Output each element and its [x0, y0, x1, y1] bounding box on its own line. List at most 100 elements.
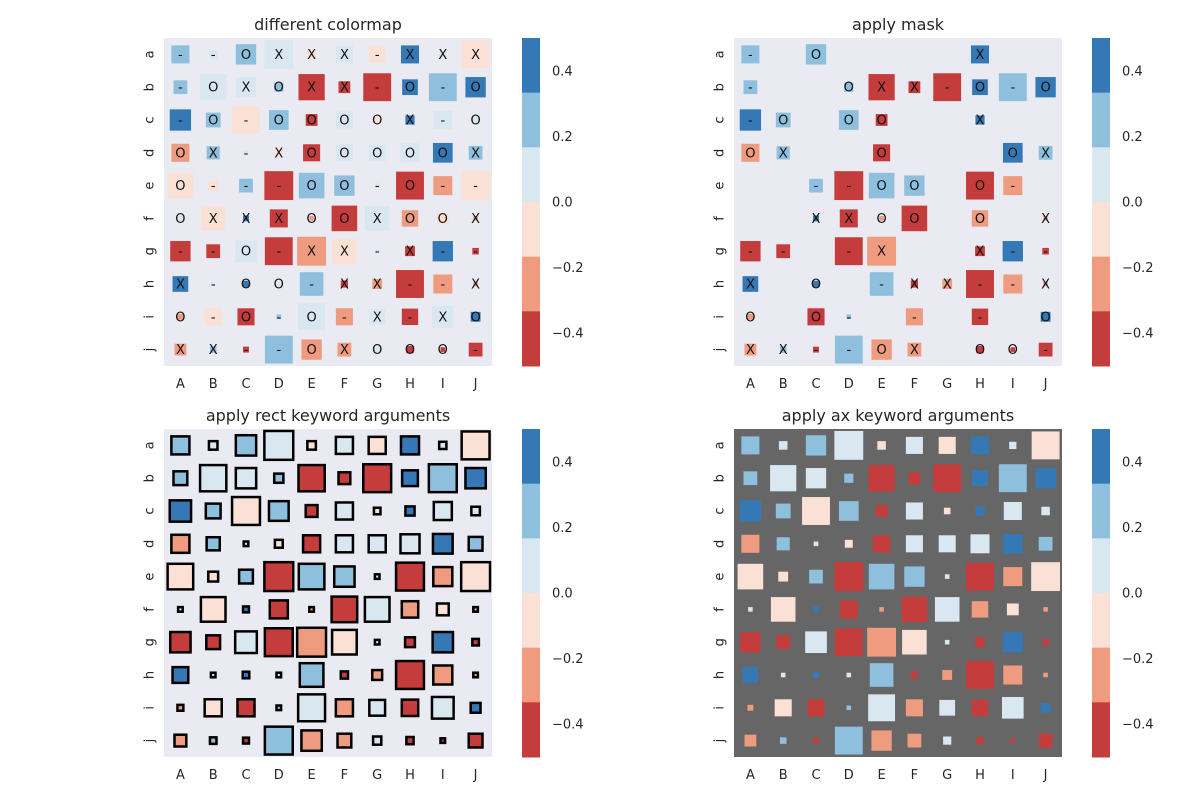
cell-marker: -: [1010, 278, 1015, 293]
cell-c-E: [305, 114, 318, 126]
y-tick-label: d: [713, 149, 728, 157]
cell-j-I: [1010, 347, 1016, 352]
cell-a-C: [805, 44, 827, 65]
cell-e-D: [834, 562, 864, 592]
cell-marker: X: [438, 310, 447, 325]
cell-d-J: [468, 145, 483, 160]
cell-marker: X: [877, 81, 886, 96]
cell-marker: X: [340, 245, 349, 260]
cell-b-B: [198, 463, 228, 493]
cell-j-D: [834, 335, 863, 364]
cell-b-D: [272, 472, 285, 485]
x-tick-label: F: [341, 768, 348, 783]
colorbar: 0.4 0.2 0.0 −0.2 −0.4: [522, 429, 584, 758]
panel-title: apply rect keyword arguments: [206, 406, 450, 425]
x-tick-label: H: [975, 377, 985, 392]
cell-i-H: [400, 698, 420, 718]
cell-marker: O: [372, 146, 382, 161]
cell-marker: X: [340, 81, 349, 96]
cell-marker: O: [175, 310, 185, 325]
cell-marker: X: [471, 212, 480, 227]
cell-e-I: [1003, 567, 1023, 587]
cell-g-I: [432, 241, 453, 262]
cell-b-G: [362, 463, 393, 494]
y-tick-label: j: [713, 348, 728, 353]
cell-marker: X: [307, 81, 316, 96]
y-tick-label: e: [143, 573, 158, 581]
cell-c-H: [975, 506, 985, 516]
cell-marker: O: [811, 310, 821, 325]
cell-i-I: [1001, 696, 1024, 719]
cell-marker: X: [976, 245, 985, 260]
cell-a-H: [970, 45, 990, 64]
cell-marker: -: [978, 310, 983, 325]
colorbar-bin: [1092, 647, 1110, 703]
cell-e-E: [868, 563, 895, 590]
cell-marker: -: [408, 310, 413, 325]
cell-marker: O: [208, 114, 218, 129]
cell-marker: X: [910, 278, 919, 293]
cell-f-J: [473, 216, 478, 221]
cell-a-I: [1009, 441, 1017, 450]
cell-marker: -: [178, 48, 183, 63]
x-tick-label: I: [441, 768, 445, 783]
cell-marker: O: [745, 146, 755, 161]
y-tick-label: h: [713, 671, 728, 679]
colorbar-bin: [1092, 202, 1110, 258]
cell-marker: O: [470, 81, 480, 96]
cell-d-D: [844, 539, 853, 548]
cell-marker: O: [745, 310, 755, 325]
cell-marker: O: [175, 146, 185, 161]
cell-marker: O: [339, 179, 349, 194]
y-tick-label: f: [713, 216, 728, 221]
cell-marker: O: [811, 48, 821, 63]
cell-marker: X: [340, 343, 349, 358]
cell-marker: -: [846, 245, 851, 260]
colorbar-tick-label: −0.4: [552, 718, 584, 733]
cell-d-A: [741, 534, 760, 553]
cell-h-A: [171, 665, 190, 685]
cell-i-C: [237, 308, 255, 326]
cell-c-C: [230, 495, 262, 527]
y-tick-label: j: [713, 739, 728, 744]
cell-i-B: [774, 699, 792, 717]
cell-d-I: [1002, 533, 1023, 554]
y-tick-label: b: [143, 83, 158, 91]
cell-g-H: [403, 636, 417, 649]
cell-j-A: [173, 733, 188, 748]
x-tick-label: E: [307, 377, 315, 392]
cell-marker: O: [975, 343, 985, 358]
cell-j-H: [406, 345, 414, 354]
y-tick-label: h: [713, 280, 728, 288]
cell-f-D: [839, 600, 858, 619]
y-tick-label: i: [143, 706, 158, 710]
cell-marker: O: [909, 212, 919, 227]
cell-g-H: [975, 246, 985, 257]
cell-a-H: [400, 45, 420, 64]
cell-d-F: [905, 535, 923, 553]
colorbar-bin: [522, 202, 540, 258]
cell-h-I: [432, 664, 454, 686]
cell-j-B: [779, 346, 787, 353]
panel-title: different colormap: [254, 15, 402, 34]
cell-marker: O: [909, 179, 919, 194]
cell-marker: O: [306, 310, 316, 325]
cell-g-A: [170, 241, 191, 262]
cell-marker: O: [274, 114, 284, 129]
cell-d-J: [1038, 536, 1053, 551]
cell-marker: X: [1041, 278, 1050, 293]
cell-c-I: [432, 500, 454, 522]
cell-b-H: [400, 469, 420, 488]
cell-c-C: [802, 497, 830, 525]
cell-g-I: [1002, 632, 1023, 653]
x-tick-label: C: [241, 377, 250, 392]
cell-marker: X: [274, 146, 283, 161]
cell-e-H: [396, 171, 424, 200]
cell-h-A: [742, 276, 759, 292]
cell-i-D: [846, 705, 852, 711]
cell-c-E: [875, 505, 888, 517]
cell-d-G: [938, 535, 956, 553]
cell-g-D: [263, 627, 294, 658]
cell-i-C: [807, 308, 825, 326]
cell-f-I: [435, 602, 450, 617]
